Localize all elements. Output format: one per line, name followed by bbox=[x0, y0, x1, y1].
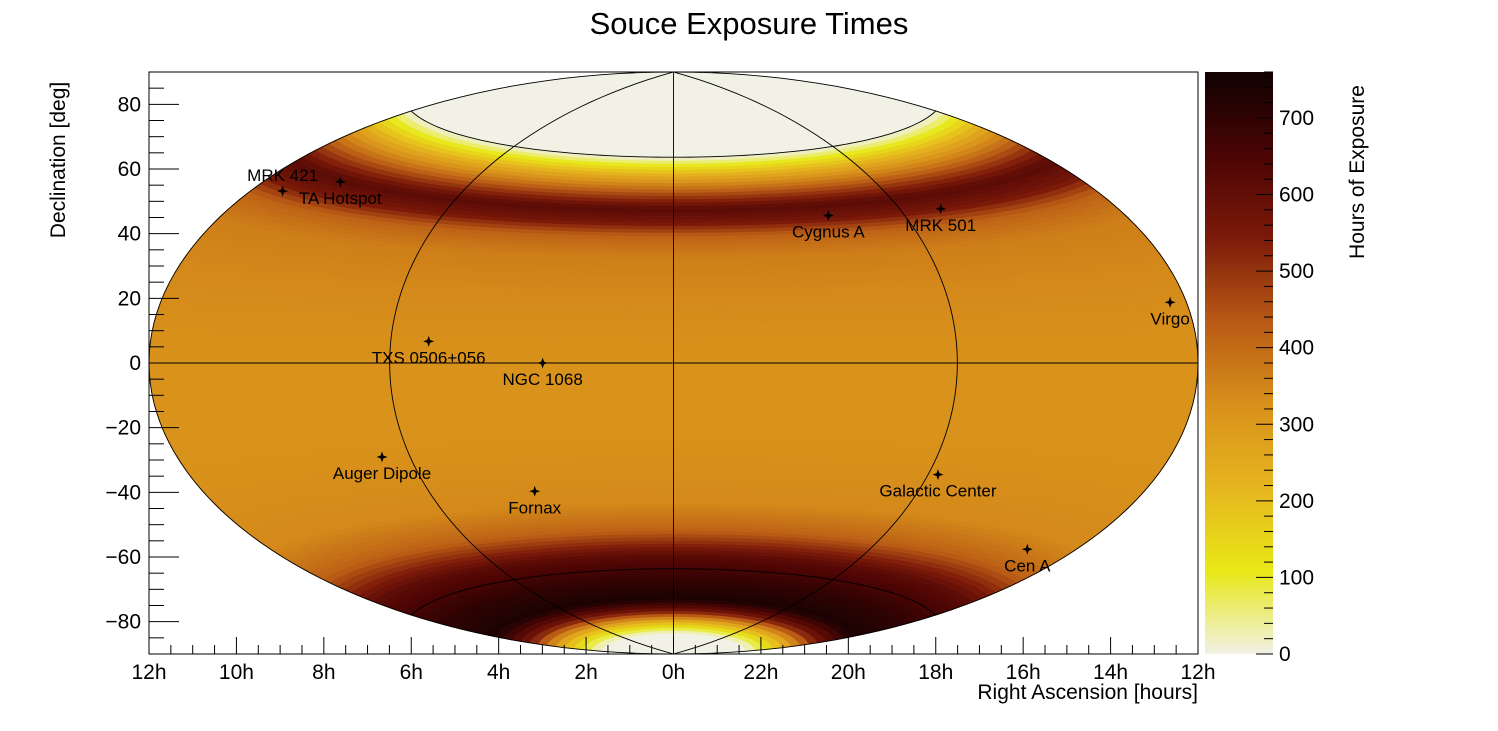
source-marker: Cygnus A bbox=[792, 210, 865, 242]
parallel-line bbox=[410, 110, 937, 158]
colorbar-tick-label: 600 bbox=[1279, 184, 1314, 207]
x-tick-label: 14h bbox=[1093, 661, 1128, 684]
source-marker: Cen A bbox=[1004, 543, 1051, 575]
x-tick-label: 4h bbox=[487, 661, 510, 684]
source-label: TXS 0506+056 bbox=[372, 348, 486, 367]
source-marker: Auger Dipole bbox=[333, 451, 431, 483]
star-marker-icon bbox=[376, 451, 388, 463]
source-marker: NGC 1068 bbox=[502, 357, 583, 389]
x-tick-label: 20h bbox=[831, 661, 866, 684]
colorbar-tick-label: 200 bbox=[1279, 490, 1314, 513]
source-marker: TXS 0506+056 bbox=[372, 335, 486, 367]
parallel-line bbox=[410, 568, 937, 616]
colorbar: 0 100 200 300 400 500 600 700 Hours of Exposure bbox=[1205, 71, 1369, 666]
source-marker: TA Hotspot bbox=[299, 176, 382, 208]
colorbar-scale bbox=[1205, 72, 1273, 654]
y-tick-label: −20 bbox=[105, 417, 141, 440]
x-axis-title: Right Ascension [hours] bbox=[977, 681, 1198, 704]
source-label: Fornax bbox=[508, 498, 561, 517]
y-tick-label: 40 bbox=[118, 223, 141, 246]
star-marker-icon bbox=[932, 469, 944, 481]
source-label: MRK 501 bbox=[905, 216, 976, 235]
y-axis: −80 −60 −40 −20 0 20 40 60 80 bbox=[105, 71, 179, 655]
source-marker: Galactic Center bbox=[879, 469, 997, 501]
colorbar-tick-label: 0 bbox=[1279, 643, 1291, 666]
colorbar-tick-label: 300 bbox=[1279, 413, 1314, 436]
y-tick-label: 0 bbox=[129, 352, 141, 375]
y-tick-label: −80 bbox=[105, 611, 141, 634]
y-tick-label: 60 bbox=[118, 158, 141, 181]
colorbar-title: Hours of Exposure bbox=[1346, 85, 1369, 259]
y-axis-title: Declination [deg] bbox=[47, 82, 70, 238]
star-marker-icon bbox=[529, 485, 541, 497]
source-marker: MRK 501 bbox=[905, 203, 976, 235]
star-marker-icon bbox=[935, 203, 947, 215]
source-label: Cygnus A bbox=[792, 223, 865, 242]
source-marker: Virgo bbox=[1150, 296, 1190, 328]
x-tick-label: 22h bbox=[743, 661, 778, 684]
x-tick-label: 2h bbox=[574, 661, 597, 684]
source-label: Virgo bbox=[1150, 309, 1189, 328]
star-marker-icon bbox=[334, 176, 346, 188]
source-label: Galactic Center bbox=[879, 482, 996, 501]
source-marker: Fornax bbox=[508, 485, 562, 517]
star-marker-icon bbox=[277, 185, 289, 197]
y-tick-label: 80 bbox=[118, 93, 141, 116]
colorbar-tick-label: 500 bbox=[1279, 260, 1314, 283]
source-markers: MRK 421 TA Hotspot TXS 0506+056 NGC 1068 Aug… bbox=[247, 166, 1190, 575]
x-tick-label: 18h bbox=[918, 661, 953, 684]
source-label: Cen A bbox=[1004, 556, 1051, 575]
y-tick-label: 20 bbox=[118, 287, 141, 310]
x-axis: 12h 10h 8h 6h 4h 2h 0h 22h 20h 18h 16h 14h 12h bbox=[131, 637, 1216, 684]
chart-title: Souce Exposure Times bbox=[590, 6, 909, 41]
source-label: MRK 421 bbox=[247, 166, 318, 185]
y-tick-label: −60 bbox=[105, 546, 141, 569]
source-label: TA Hotspot bbox=[299, 189, 382, 208]
star-marker-icon bbox=[822, 210, 834, 222]
colorbar-tick-label: 700 bbox=[1279, 107, 1314, 130]
x-tick-label: 8h bbox=[312, 661, 335, 684]
star-marker-icon bbox=[423, 335, 435, 347]
graticule bbox=[149, 72, 1198, 654]
colorbar-tick-label: 400 bbox=[1279, 337, 1314, 360]
x-tick-label: 12h bbox=[1180, 661, 1215, 684]
x-tick-label: 10h bbox=[219, 661, 254, 684]
x-tick-label: 0h bbox=[662, 661, 685, 684]
colorbar-tick-label: 100 bbox=[1279, 566, 1314, 589]
source-label: Auger Dipole bbox=[333, 464, 431, 483]
y-tick-label: −40 bbox=[105, 481, 141, 504]
x-tick-label: 16h bbox=[1006, 661, 1041, 684]
colorbar-ticks: 0 100 200 300 400 500 600 700 bbox=[1256, 71, 1314, 666]
star-marker-icon bbox=[1164, 296, 1176, 308]
source-marker: MRK 421 bbox=[247, 166, 318, 197]
star-marker-icon bbox=[537, 357, 549, 369]
x-tick-label: 12h bbox=[131, 661, 166, 684]
star-marker-icon bbox=[1021, 543, 1033, 555]
source-label: NGC 1068 bbox=[502, 370, 582, 389]
x-tick-label: 6h bbox=[400, 661, 423, 684]
